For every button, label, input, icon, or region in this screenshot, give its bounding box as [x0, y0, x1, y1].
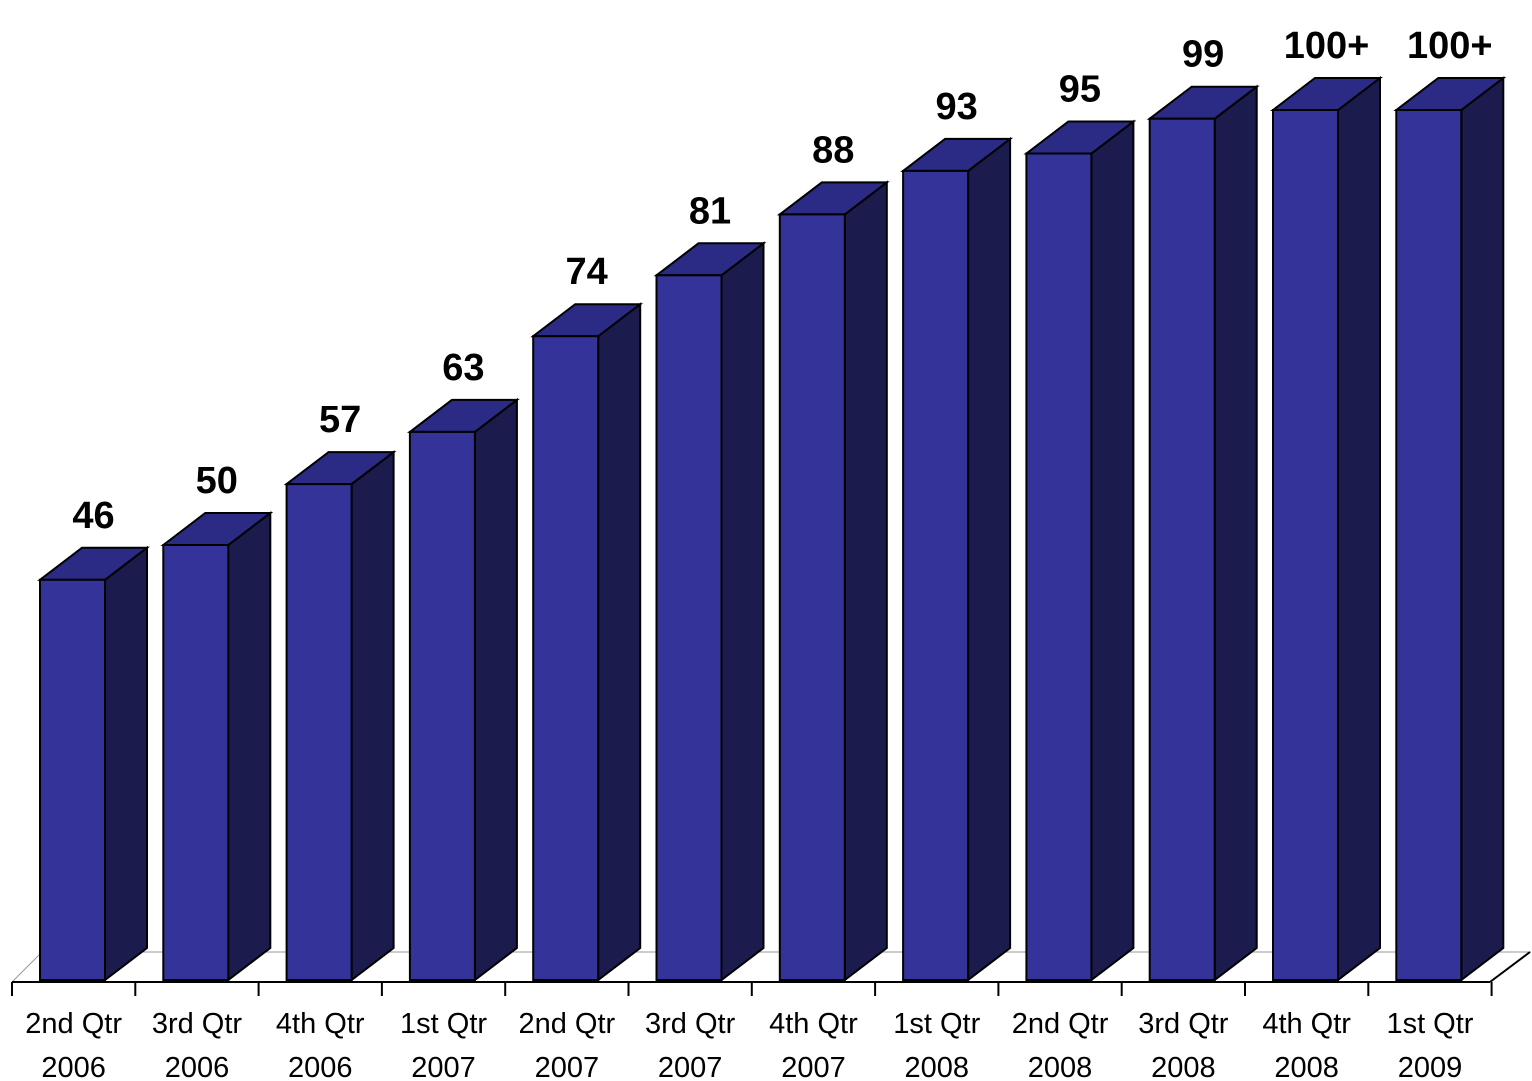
x-tick-label: 2006 [165, 1052, 230, 1081]
bar [776, 180, 890, 983]
bar [900, 136, 1014, 983]
x-axis: 2nd Qtr 2006 3rd Qtr 2006 4th Qtr 2006 1st Qtr… [11, 951, 1531, 1081]
bar-front [1272, 109, 1339, 981]
x-tick-label: 3rd Qtr [152, 1008, 243, 1040]
x-tick-label: 2007 [781, 1052, 846, 1081]
bar-side [843, 180, 888, 983]
bar [1146, 84, 1260, 983]
bar-side [1213, 84, 1258, 983]
bar-front [532, 335, 600, 981]
bar-side [473, 397, 518, 983]
bar-side [1337, 75, 1381, 983]
data-label: 63 [442, 347, 484, 389]
data-label: 74 [566, 251, 608, 293]
bar-front [655, 274, 723, 981]
data-label: 50 [196, 460, 238, 502]
bar [406, 397, 520, 983]
data-label: 93 [935, 86, 977, 128]
x-tick-label: 4th Qtr [1262, 1008, 1351, 1040]
bar [160, 510, 274, 983]
bar-front [778, 213, 846, 981]
bar-front [408, 430, 476, 981]
data-label: 46 [72, 495, 114, 537]
x-tick-label: 4th Qtr [276, 1008, 365, 1040]
x-tick-label: 2007 [658, 1052, 723, 1081]
data-label: 81 [689, 190, 731, 232]
x-tick-label: 2008 [1151, 1052, 1216, 1081]
bar-side [1090, 119, 1135, 983]
x-tick-label: 2006 [288, 1052, 353, 1081]
x-tick-label: 2nd Qtr [518, 1008, 615, 1040]
x-tick-label: 2008 [1028, 1052, 1093, 1081]
x-tick-label: 2007 [535, 1052, 600, 1081]
bar [1393, 75, 1507, 983]
bar-side [597, 302, 642, 983]
bars [37, 75, 1507, 983]
bar [37, 545, 150, 983]
x-tick-label: 3rd Qtr [645, 1008, 736, 1040]
x-tick-label: 2008 [904, 1052, 969, 1081]
bar-side [104, 545, 148, 983]
data-label: 57 [319, 399, 361, 441]
bar [530, 302, 644, 983]
data-label: 95 [1059, 69, 1101, 111]
bar-front [1148, 117, 1216, 981]
bar [1023, 119, 1137, 983]
data-label: 99 [1182, 34, 1224, 76]
bar-front [1395, 109, 1463, 981]
x-tick-label: 2008 [1274, 1052, 1339, 1081]
data-label: 100+ [1284, 25, 1370, 67]
bar [1270, 75, 1383, 983]
bar-front [285, 483, 353, 981]
bar-front [1025, 152, 1093, 981]
x-tick-label: 2007 [411, 1052, 476, 1081]
x-axis-depth-line [1489, 951, 1531, 983]
x-tick-label: 4th Qtr [769, 1008, 858, 1040]
x-tick-label: 1st Qtr [1386, 1008, 1473, 1040]
bar [653, 241, 767, 983]
bar [283, 450, 397, 983]
x-tick-label: 2nd Qtr [1012, 1008, 1109, 1040]
bar-front [902, 169, 970, 981]
x-tick-label: 2006 [41, 1052, 106, 1081]
bar-side [350, 450, 395, 983]
bar-front [162, 544, 230, 981]
data-label: 88 [812, 129, 854, 171]
x-tick-label: 1st Qtr [893, 1008, 980, 1040]
bar-side [1460, 75, 1505, 983]
bar-side [720, 241, 765, 983]
data-label: 100+ [1407, 25, 1493, 67]
x-tick-label: 2009 [1398, 1052, 1463, 1081]
data-labels: 46 50 57 63 74 81 88 93 95 99 100+ 100+ [72, 25, 1492, 537]
bar-side [967, 136, 1012, 983]
x-tick-label: 3rd Qtr [1138, 1008, 1229, 1040]
x-tick-label: 2nd Qtr [25, 1008, 122, 1040]
bar-front [39, 578, 106, 981]
bar-side [227, 510, 272, 983]
x-tick-label: 1st Qtr [400, 1008, 487, 1040]
